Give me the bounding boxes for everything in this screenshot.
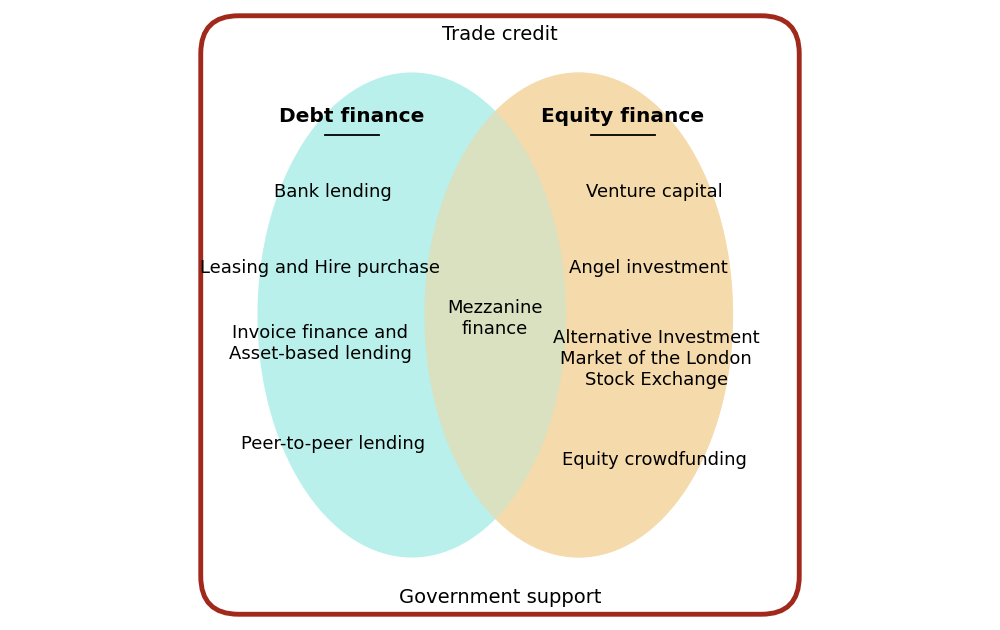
Text: Bank lending: Bank lending [274,183,392,201]
FancyBboxPatch shape [201,16,799,614]
Text: Trade credit: Trade credit [442,25,558,44]
Text: Invoice finance and
Asset-based lending: Invoice finance and Asset-based lending [229,324,412,363]
Ellipse shape [424,72,733,558]
Text: Government support: Government support [399,588,601,607]
Ellipse shape [424,72,733,558]
Ellipse shape [257,72,566,558]
Text: Venture capital: Venture capital [586,183,723,201]
Text: Peer-to-peer lending: Peer-to-peer lending [241,435,425,453]
Text: Leasing and Hire purchase: Leasing and Hire purchase [200,259,440,277]
Text: Mezzanine
finance: Mezzanine finance [447,299,543,338]
Text: Equity finance: Equity finance [541,107,704,126]
Text: Equity crowdfunding: Equity crowdfunding [562,451,747,469]
Text: Debt finance: Debt finance [279,107,425,126]
Text: Angel investment: Angel investment [569,259,727,277]
Text: Alternative Investment
Market of the London
Stock Exchange: Alternative Investment Market of the Lon… [553,329,760,389]
